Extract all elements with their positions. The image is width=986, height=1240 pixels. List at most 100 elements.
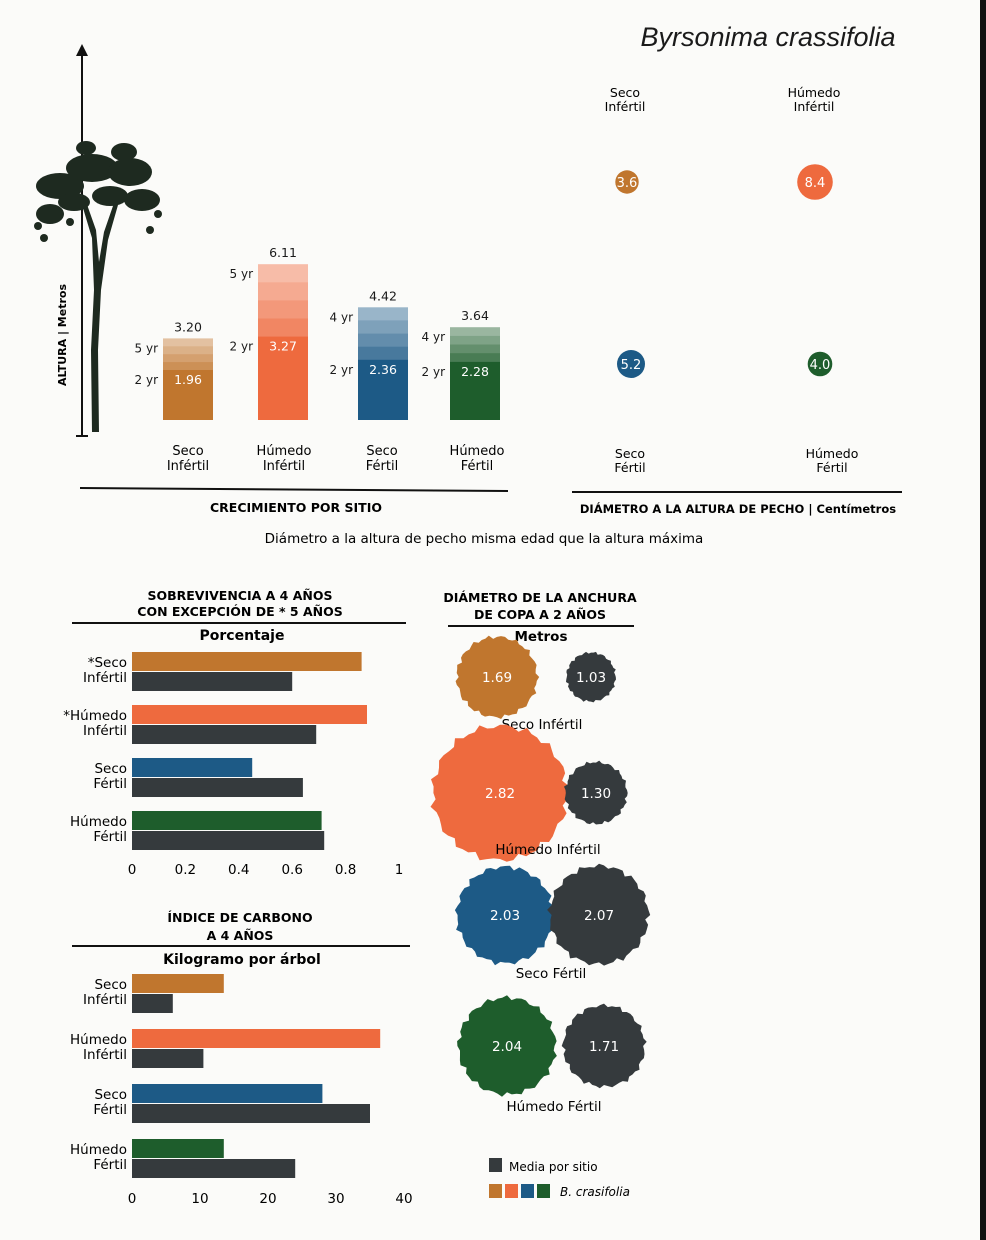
dbh-site-label-line2: Infértil (605, 99, 646, 114)
growth-2yr-age-label: 2 yr (230, 340, 254, 354)
survival-header: SOBREVIVENCIA A 4 AÑOS CON EXCEPCIÓN DE … (72, 588, 406, 644)
site-label-line1: Seco (94, 761, 127, 777)
crown-species-value: 1.69 (482, 670, 512, 686)
crown-mean-circle (547, 863, 651, 966)
growth-bar-2yr (450, 361, 500, 420)
crown-species-circle (457, 995, 557, 1097)
crown-title-line2: DE COPA A 2 AÑOS (474, 607, 606, 622)
growth-bar-upper-band (450, 327, 500, 337)
mean-bar (132, 1104, 370, 1123)
species-bar (132, 974, 224, 993)
growth-site-label-line2: Fértil (366, 459, 398, 474)
growth-site-labels: SecoInfértilHúmedoInfértilSecoFértilHúme… (167, 444, 505, 474)
growth-2yr-value: 2.28 (461, 364, 489, 379)
crown-mean-value: 1.30 (581, 786, 611, 802)
site-label-line1: Húmedo (70, 814, 127, 830)
growth-site-label-line2: Infértil (263, 459, 305, 474)
growth-2yr-value: 2.36 (369, 362, 397, 377)
site-label-line2: Infértil (83, 670, 127, 686)
growth-bar-upper-band (258, 318, 308, 338)
site-label-line2: Infértil (83, 723, 127, 739)
site-label-line1: Húmedo (70, 1032, 127, 1048)
tree-leaf (34, 222, 42, 230)
x-tick-label: 10 (191, 1191, 208, 1207)
species-bar (132, 705, 367, 724)
tree-foliage (92, 186, 128, 206)
site-label-line2: Fértil (93, 829, 127, 845)
x-tick-label: 0 (128, 1191, 137, 1207)
growth-site-label-line2: Fértil (461, 459, 493, 474)
carbon-title-line2: A 4 AÑOS (207, 928, 274, 943)
growth-section-label: CRECIMIENTO POR SITIO (210, 500, 382, 515)
crown-site-label: Seco Fértil (516, 966, 587, 982)
legend-mean-swatch (489, 1158, 502, 1172)
dbh-value: 5.2 (621, 358, 642, 373)
tree-leaf (146, 226, 154, 234)
mean-bar (132, 1159, 296, 1178)
site-label-line2: Fértil (93, 1157, 127, 1173)
growth-bar-upper-band (163, 346, 213, 355)
site-label-line2: Fértil (93, 1102, 127, 1118)
x-tick-label: 40 (395, 1191, 412, 1207)
mean-bar (132, 994, 173, 1013)
growth-rule (79, 487, 509, 492)
dbh-value: 8.4 (805, 176, 826, 191)
tree-illustration (34, 141, 162, 432)
x-tick-label: 0.2 (175, 862, 196, 878)
crown-mean-value: 2.07 (584, 908, 614, 924)
site-label-line2: Infértil (83, 1047, 127, 1063)
mean-bar (132, 1049, 204, 1068)
carbon-chart: SecoInfértilHúmedoInfértilSecoFértilHúme… (70, 974, 413, 1207)
crown-mean-circle (564, 760, 628, 825)
legend-mean-label: Media por sitio (509, 1160, 598, 1174)
dbh-section-label: DIÁMETRO A LA ALTURA DE PECHO | Centímet… (580, 501, 896, 516)
site-label-line1: Seco (94, 1087, 127, 1103)
species-title: Byrsonima crassifolia (640, 22, 895, 52)
growth-bar-upper-band (163, 354, 213, 363)
dbh-circle (807, 351, 833, 377)
growth-max-value: 4.42 (369, 288, 397, 303)
crown-mean-circle (566, 651, 616, 703)
growth-bar-upper-band (358, 346, 408, 361)
growth-max-age-label: 5 yr (135, 341, 159, 355)
growth-bar-upper-band (258, 264, 308, 283)
growth-bar-2yr (163, 370, 213, 420)
legend: Media por sitio B. crasifolia (489, 1158, 630, 1199)
site-label-line1: Seco (94, 977, 127, 993)
tree-foliage (108, 158, 152, 186)
site-label-line1: Húmedo (70, 1142, 127, 1158)
growth-max-value: 3.20 (174, 319, 202, 334)
tree-foliage (58, 193, 90, 211)
x-tick-label: 1 (395, 862, 404, 878)
survival-title-line1: SOBREVIVENCIA A 4 AÑOS (147, 588, 332, 603)
mean-bar (132, 831, 325, 850)
tree-foliage (124, 189, 160, 211)
growth-axis (76, 44, 88, 437)
site-label-line2: Fértil (93, 776, 127, 792)
tree-leaf (154, 210, 162, 218)
crown-mean-circle (561, 1003, 647, 1089)
carbon-title-line1: ÍNDICE DE CARBONO (167, 910, 312, 925)
crown-species-value: 2.82 (485, 786, 515, 802)
species-bar (132, 1139, 224, 1158)
carbon-header: ÍNDICE DE CARBONO A 4 AÑOS Kilogramo por… (72, 910, 410, 968)
growth-bar-upper-band (450, 344, 500, 354)
growth-max-age-label: 5 yr (230, 267, 254, 281)
dbh-circle (617, 350, 645, 378)
growth-2yr-value: 3.27 (269, 339, 297, 354)
growth-site-label-line2: Infértil (167, 459, 209, 474)
crown-species-circle (454, 865, 555, 966)
crown-chart: 1.69 1.03 Seco Infértil 2.82 1.30 Húmedo Infé… (430, 635, 651, 1115)
mean-bar (132, 672, 293, 691)
tree-trunk (80, 196, 118, 432)
dbh-site-label-line2: Fértil (816, 460, 847, 475)
growth-bar-upper-band (258, 300, 308, 319)
site-label-line1: *Seco (88, 655, 127, 671)
x-tick-label: 0 (128, 862, 137, 878)
crown-species-circle (455, 635, 540, 719)
x-tick-label: 20 (259, 1191, 276, 1207)
dbh-note: Diámetro a la altura de pecho misma edad… (265, 531, 704, 547)
crown-mean-value: 1.71 (589, 1039, 619, 1055)
dbh-site-label-line1: Seco (615, 446, 645, 461)
